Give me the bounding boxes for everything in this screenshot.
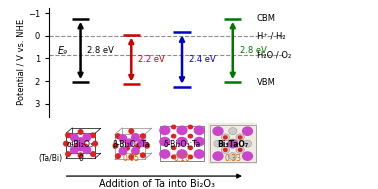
Circle shape [78,130,83,134]
Circle shape [91,133,95,138]
Circle shape [177,126,187,135]
Circle shape [229,153,237,160]
Circle shape [71,146,78,154]
Circle shape [75,144,79,149]
Circle shape [71,134,78,141]
Circle shape [125,139,133,146]
Circle shape [188,125,192,129]
Text: β-Bi₂O₃:Ta: β-Bi₂O₃:Ta [113,140,150,149]
Circle shape [188,146,192,149]
Circle shape [119,135,127,142]
Text: CBM: CBM [257,14,276,23]
Circle shape [236,134,244,141]
Circle shape [129,129,133,133]
Circle shape [125,146,129,150]
Text: 2.2 eV: 2.2 eV [138,55,165,64]
Text: 0.33: 0.33 [224,154,241,163]
Circle shape [138,139,146,146]
Circle shape [224,148,227,151]
Circle shape [132,147,139,155]
Circle shape [214,128,222,135]
Circle shape [172,125,176,129]
Circle shape [229,140,237,147]
Circle shape [172,155,176,159]
Circle shape [116,134,120,138]
Circle shape [194,126,204,135]
Circle shape [129,155,133,159]
Circle shape [113,143,118,148]
Circle shape [243,140,252,147]
Circle shape [239,148,242,151]
Circle shape [93,141,98,146]
Circle shape [160,150,170,158]
Text: 0.05: 0.05 [123,154,140,163]
Circle shape [116,154,120,158]
Text: H⁺ / H₂: H⁺ / H₂ [257,31,285,40]
Circle shape [228,139,238,148]
Text: 2.8 eV: 2.8 eV [87,46,114,55]
Circle shape [78,153,83,158]
Text: δ-Bi₂O₃:Ta: δ-Bi₂O₃:Ta [163,140,201,149]
Circle shape [66,152,70,156]
Text: α-Bi₂O₃: α-Bi₂O₃ [67,140,94,149]
Circle shape [221,146,229,153]
Circle shape [214,153,222,160]
Circle shape [194,150,204,158]
Circle shape [194,137,204,146]
Circle shape [213,127,223,135]
Circle shape [188,155,192,159]
Circle shape [177,137,187,146]
Text: 0: 0 [78,154,83,163]
Circle shape [66,133,70,138]
Circle shape [243,128,252,135]
Text: 0.10: 0.10 [174,154,191,163]
Circle shape [83,134,90,141]
Circle shape [243,127,253,135]
Circle shape [160,137,170,146]
Circle shape [243,152,253,160]
Circle shape [160,126,170,135]
Circle shape [135,145,140,149]
Circle shape [213,152,223,160]
Circle shape [77,143,84,151]
Circle shape [141,153,145,158]
Circle shape [145,143,149,148]
Circle shape [243,153,252,160]
Circle shape [188,134,192,138]
Circle shape [141,134,145,138]
Circle shape [119,147,127,155]
Circle shape [83,144,88,149]
Circle shape [83,146,90,154]
Text: 2.4 eV: 2.4 eV [189,55,215,64]
Circle shape [224,136,227,139]
Text: (Ta/Bi): (Ta/Bi) [38,154,62,163]
Circle shape [221,134,229,141]
Circle shape [177,150,187,158]
Bar [160,126,204,161]
Circle shape [77,138,84,145]
Text: H₂O / O₂: H₂O / O₂ [257,50,291,59]
Circle shape [239,136,242,139]
Circle shape [236,146,244,153]
Text: 2.8 eV: 2.8 eV [240,46,266,55]
Text: Bi₃TaO₇: Bi₃TaO₇ [217,140,248,149]
Text: Addition of Ta into Bi₂O₃: Addition of Ta into Bi₂O₃ [99,179,215,189]
Circle shape [172,146,176,149]
Circle shape [64,141,68,146]
Text: VBM: VBM [257,78,276,87]
Y-axis label: Potential / V vs. NHE: Potential / V vs. NHE [16,19,25,105]
Circle shape [132,134,139,141]
Circle shape [172,134,176,138]
Circle shape [229,128,237,135]
Circle shape [91,152,95,156]
Circle shape [214,140,222,147]
Text: E₉: E₉ [57,46,68,56]
